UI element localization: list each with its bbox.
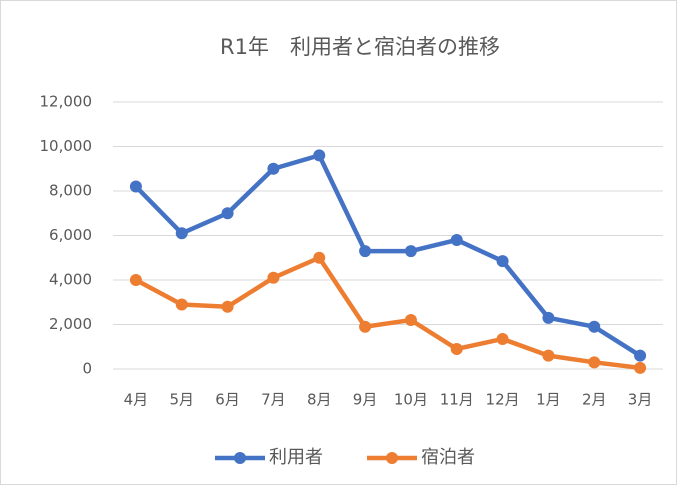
y-tick-label: 0 (82, 360, 92, 378)
y-tick-label: 6,000 (49, 226, 92, 244)
data-point (450, 233, 463, 246)
data-point (404, 245, 417, 258)
chart-title: R1年 利用者と宿泊者の推移 (220, 35, 500, 59)
x-tick-label: 3月 (628, 391, 653, 409)
data-point (175, 227, 188, 240)
data-point (542, 349, 555, 362)
data-point (129, 180, 142, 193)
y-tick-label: 10,000 (40, 137, 93, 155)
x-tick-label: 10月 (394, 391, 428, 409)
data-point (404, 314, 417, 327)
data-point (313, 251, 326, 264)
data-point (588, 356, 601, 369)
x-tick-label: 9月 (353, 391, 378, 409)
data-point (175, 298, 188, 311)
legend-label: 利用者 (269, 447, 323, 468)
data-point (313, 149, 326, 162)
data-point (496, 332, 509, 345)
legend-label: 宿泊者 (421, 447, 475, 468)
y-tick-label: 8,000 (49, 182, 92, 200)
data-point (359, 320, 372, 333)
data-point (450, 342, 463, 355)
data-point (634, 349, 647, 362)
data-point (496, 255, 509, 268)
data-point (267, 271, 280, 284)
y-tick-label: 2,000 (49, 315, 92, 333)
data-point (359, 245, 372, 258)
x-tick-label: 1月 (536, 391, 561, 409)
x-tick-label: 6月 (215, 391, 240, 409)
x-tick-label: 4月 (124, 391, 149, 409)
legend-marker (386, 452, 398, 464)
y-tick-label: 4,000 (49, 271, 92, 289)
y-tick-label: 12,000 (40, 93, 93, 111)
x-tick-label: 5月 (169, 391, 194, 409)
x-tick-label: 7月 (261, 391, 286, 409)
data-point (588, 320, 601, 333)
data-point (634, 361, 647, 374)
x-tick-label: 8月 (307, 391, 332, 409)
series-line (134, 255, 641, 371)
series-line (134, 153, 642, 358)
x-tick-label: 12月 (486, 391, 520, 409)
data-point (221, 300, 234, 313)
data-point (542, 311, 555, 324)
data-point (267, 162, 280, 175)
x-tick-label: 2月 (582, 391, 607, 409)
data-point (221, 207, 234, 220)
x-tick-label: 11月 (440, 391, 474, 409)
data-point (129, 274, 142, 286)
legend-marker (234, 452, 246, 464)
